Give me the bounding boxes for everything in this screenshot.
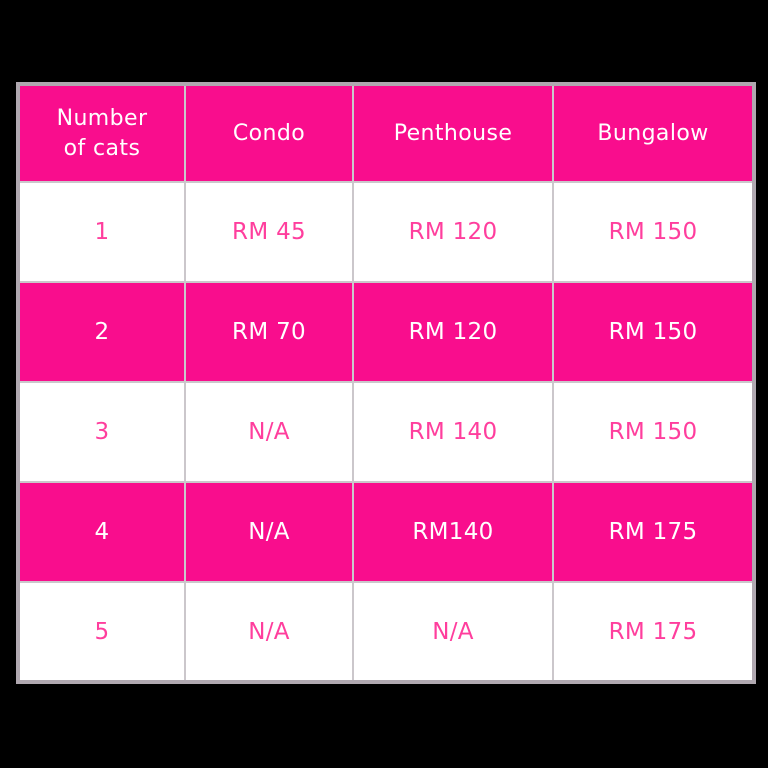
table-row: 5 N/A N/A RM 175 (17, 581, 755, 683)
cell-condo-price: RM 45 (184, 181, 354, 283)
cell-num-cats: 2 (17, 281, 186, 383)
cell-penthouse-price: N/A (352, 581, 554, 683)
cell-condo-price: N/A (184, 481, 354, 583)
cell-bungalow-price: RM 150 (552, 281, 755, 383)
table-body: 1 RM 45 RM 120 RM 150 2 RM 70 RM 120 RM … (17, 181, 755, 683)
cell-bungalow-price: RM 150 (552, 381, 755, 483)
cell-num-cats: 3 (17, 381, 186, 483)
table-header: Number of cats Condo Penthouse Bungalow (17, 83, 755, 183)
cell-condo-price: N/A (184, 381, 354, 483)
column-header-label: Condo (232, 121, 306, 146)
cell-bungalow-price: RM 150 (552, 181, 755, 283)
header-row: Number of cats Condo Penthouse Bungalow (17, 83, 755, 183)
cell-bungalow-price: RM 175 (552, 481, 755, 583)
column-header-penthouse: Penthouse (352, 83, 554, 183)
cat-boarding-price-table: Number of cats Condo Penthouse Bungalow … (16, 82, 756, 684)
column-header-number-of-cats: Number of cats (17, 83, 186, 183)
column-header-label: Number of cats (56, 105, 148, 161)
cell-penthouse-price: RM 120 (352, 181, 554, 283)
cell-num-cats: 5 (17, 581, 186, 683)
cell-penthouse-price: RM140 (352, 481, 554, 583)
cell-condo-price: N/A (184, 581, 354, 683)
table-row-highlighted: 4 N/A RM140 RM 175 (17, 481, 755, 583)
cell-penthouse-price: RM 120 (352, 281, 554, 383)
table-row: 1 RM 45 RM 120 RM 150 (17, 181, 755, 283)
cell-bungalow-price: RM 175 (552, 581, 755, 683)
cell-condo-price: RM 70 (184, 281, 354, 383)
column-header-label: Penthouse (393, 121, 513, 146)
table-row-highlighted: 2 RM 70 RM 120 RM 150 (17, 281, 755, 383)
cell-num-cats: 1 (17, 181, 186, 283)
column-header-label: Bungalow (597, 121, 709, 146)
column-header-condo: Condo (184, 83, 354, 183)
cell-penthouse-price: RM 140 (352, 381, 554, 483)
column-header-bungalow: Bungalow (552, 83, 755, 183)
cell-num-cats: 4 (17, 481, 186, 583)
table-row: 3 N/A RM 140 RM 150 (17, 381, 755, 483)
